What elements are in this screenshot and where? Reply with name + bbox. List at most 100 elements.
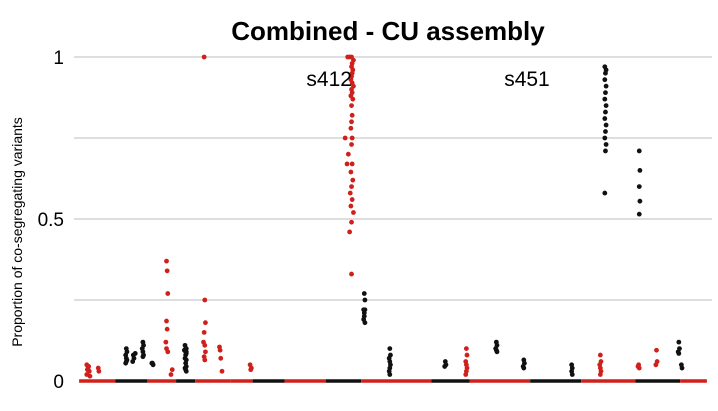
- data-point-red: [202, 357, 208, 363]
- data-point-black: [636, 148, 642, 154]
- data-point-red: [635, 364, 641, 369]
- data-point-black: [183, 349, 189, 355]
- y-tick-label: 0.5: [38, 210, 64, 231]
- data-point-black: [521, 365, 527, 371]
- data-point-red: [86, 368, 92, 374]
- data-point-red: [349, 119, 354, 125]
- data-point-red: [202, 297, 208, 303]
- data-point-black: [603, 70, 608, 76]
- data-points: [84, 54, 685, 379]
- data-point-red: [165, 291, 171, 296]
- gridlines: [74, 56, 712, 301]
- data-point-black: [602, 190, 608, 196]
- data-point-black: [676, 351, 682, 356]
- y-tick-label: 0: [53, 372, 64, 393]
- data-point-black: [603, 109, 608, 115]
- data-point-red: [597, 372, 603, 377]
- data-point-red: [165, 349, 171, 355]
- data-point-red: [87, 373, 93, 379]
- data-point-red: [349, 184, 354, 190]
- chart-title: Combined - CU assembly: [231, 16, 545, 46]
- data-point-black: [442, 364, 448, 369]
- data-point-red: [349, 197, 355, 202]
- data-point-red: [464, 352, 470, 358]
- data-point-black: [361, 291, 367, 296]
- data-point-red: [163, 339, 169, 345]
- data-point-black: [602, 135, 608, 141]
- data-point-black: [603, 148, 608, 154]
- data-point-red: [349, 135, 355, 141]
- data-point-red: [348, 125, 354, 131]
- data-point-red: [348, 203, 354, 209]
- data-point-black: [602, 77, 608, 83]
- data-point-red: [202, 342, 208, 348]
- data-point-black: [603, 129, 608, 134]
- data-point-black: [603, 103, 609, 108]
- data-point-red: [349, 161, 355, 167]
- data-point-red: [349, 142, 354, 147]
- data-point-black: [636, 211, 642, 217]
- data-point-red: [463, 372, 469, 377]
- data-point-black: [362, 307, 368, 313]
- data-point-black: [140, 354, 146, 360]
- data-point-red: [201, 330, 207, 335]
- data-point-red: [203, 320, 208, 326]
- data-point-red: [345, 151, 351, 157]
- data-point-black: [362, 297, 368, 303]
- data-point-red: [348, 169, 354, 175]
- data-point-red: [342, 135, 348, 141]
- data-point-black: [387, 346, 393, 351]
- data-point-red: [597, 352, 603, 358]
- data-point-black: [676, 339, 682, 345]
- data-point-red: [96, 368, 102, 374]
- data-point-red: [164, 258, 169, 264]
- data-point-black: [130, 359, 136, 364]
- data-point-black: [569, 372, 575, 377]
- data-point-red: [164, 268, 170, 274]
- annotation-label: s412: [306, 68, 352, 91]
- data-point-black: [132, 351, 138, 356]
- data-point-red: [219, 368, 225, 374]
- data-point-black: [603, 122, 609, 128]
- y-tick-label: 1: [53, 48, 64, 69]
- data-point-red: [463, 346, 469, 351]
- data-point-red: [201, 54, 207, 60]
- data-point-red: [217, 347, 223, 353]
- data-point-red: [653, 362, 659, 368]
- data-point-red: [164, 326, 170, 332]
- data-point-red: [349, 219, 354, 225]
- data-point-red: [347, 229, 353, 235]
- data-point-black: [602, 96, 608, 102]
- data-point-black: [123, 360, 129, 366]
- data-point-red: [169, 367, 175, 373]
- y-axis-ticks: 00.51: [38, 48, 64, 393]
- y-axis-label: Proportion of co-segregating variants: [9, 117, 25, 347]
- data-point-black: [494, 349, 500, 355]
- data-point-black: [361, 317, 367, 322]
- data-point-red: [86, 364, 92, 369]
- data-point-red: [345, 54, 351, 60]
- data-point-red: [347, 190, 353, 196]
- data-point-black: [387, 372, 393, 377]
- data-point-red: [203, 349, 208, 355]
- data-point-red: [349, 103, 354, 108]
- data-point-red: [164, 318, 169, 324]
- data-point-red: [218, 355, 224, 361]
- data-point-black: [602, 116, 608, 121]
- data-point-black: [603, 90, 608, 96]
- data-point-black: [603, 83, 609, 89]
- data-point-black: [636, 184, 642, 190]
- data-point-red: [349, 54, 354, 60]
- data-point-black: [149, 360, 155, 366]
- annotations: s412 s451: [306, 68, 549, 91]
- data-point-black: [637, 168, 643, 173]
- data-point-red: [248, 367, 254, 373]
- data-point-black: [679, 365, 685, 371]
- data-point-black: [637, 198, 643, 204]
- data-point-red: [349, 271, 354, 277]
- data-point-red: [350, 177, 356, 183]
- data-point-red: [344, 161, 350, 167]
- data-point-red: [168, 372, 174, 377]
- data-point-red: [349, 112, 355, 118]
